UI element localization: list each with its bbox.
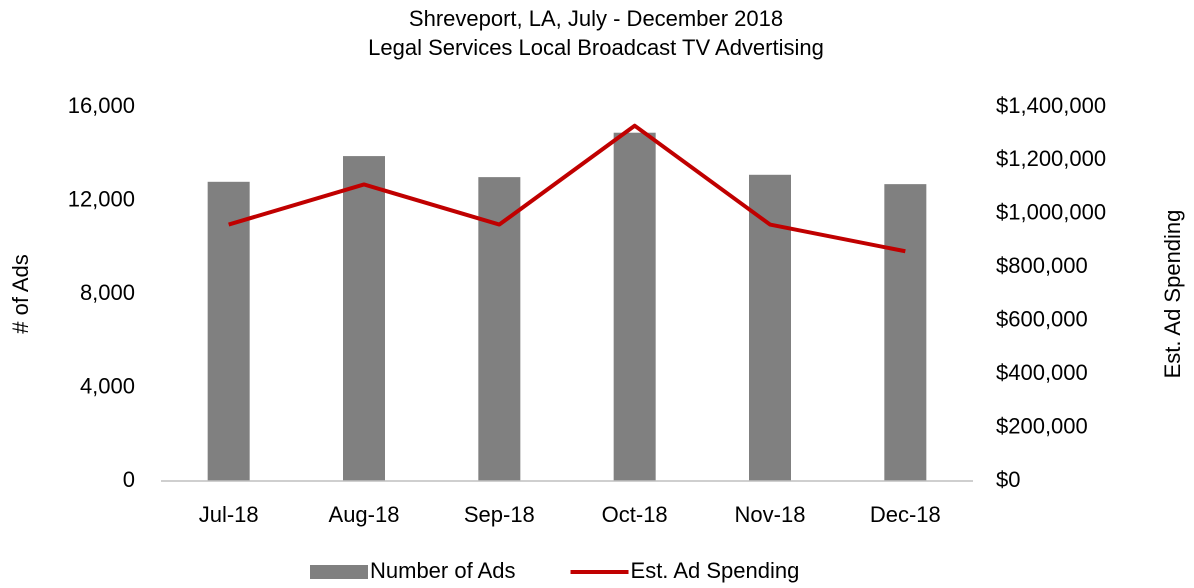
y-tick-label: 4,000 [80, 373, 135, 398]
y2-axis-label: Est. Ad Spending [1160, 210, 1185, 379]
y2-tick-label: $600,000 [996, 307, 1088, 332]
bar [884, 184, 927, 481]
legend-swatch [310, 565, 368, 579]
chart-subtitle: Legal Services Local Broadcast TV Advert… [368, 35, 824, 60]
x-tick-label: Sep-18 [464, 502, 535, 527]
x-tick-label: Jul-18 [199, 502, 259, 527]
bar [343, 156, 385, 481]
y2-tick-label: $1,400,000 [996, 93, 1106, 118]
y2-tick-label: $400,000 [996, 360, 1088, 385]
bar [478, 177, 521, 481]
chart-title: Shreveport, LA, July - December 2018 [409, 6, 783, 31]
bar [749, 174, 791, 481]
y-tick-label: 16,000 [68, 93, 135, 118]
line [228, 123, 906, 254]
bar [207, 181, 250, 482]
y2-tick-label: $1,000,000 [996, 200, 1106, 225]
y2-tick-label: $800,000 [996, 253, 1088, 278]
y-axis-label: # of Ads [8, 254, 33, 334]
x-tick-label: Oct-18 [602, 502, 668, 527]
x-tick-label: Nov-18 [735, 502, 806, 527]
y2-tick-label: $200,000 [996, 413, 1088, 438]
legend-label: Est. Ad Spending [631, 558, 800, 583]
y2-tick-label: $0 [996, 467, 1020, 492]
x-tick-label: Aug-18 [329, 502, 400, 527]
legend-label: Number of Ads [370, 558, 516, 583]
y-tick-label: 12,000 [68, 186, 135, 211]
bar [613, 132, 656, 481]
x-tick-label: Dec-18 [870, 502, 941, 527]
y-tick-label: 0 [123, 467, 135, 492]
y2-tick-label: $1,200,000 [996, 146, 1106, 171]
y-tick-label: 8,000 [80, 280, 135, 305]
